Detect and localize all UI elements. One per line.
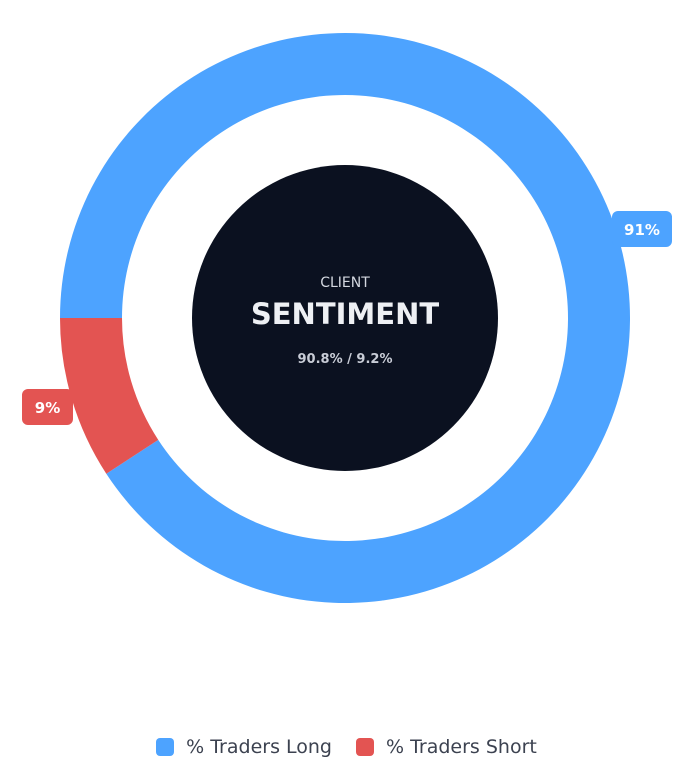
legend-item-short[interactable]: % Traders Short — [355, 736, 537, 758]
doughnut-slices — [60, 33, 630, 603]
center-title-small: CLIENT — [320, 275, 370, 291]
slice-labels: 91% 9% — [22, 211, 672, 425]
chart-legend: % Traders Long % Traders Short — [0, 732, 693, 762]
slice-label-text: 9% — [35, 399, 60, 417]
legend-label-long: % Traders Long — [186, 736, 332, 758]
slice-label-long: 91% — [612, 211, 672, 247]
slice-label-short: 9% — [22, 389, 73, 425]
doughnut-slice-short[interactable] — [60, 318, 159, 474]
legend-swatch-short — [355, 738, 374, 756]
center-title-big: SENTIMENT — [251, 297, 439, 331]
slice-label-badge — [612, 211, 672, 247]
legend-label-short: % Traders Short — [385, 736, 537, 758]
center-circle — [192, 165, 498, 471]
slice-label-badge — [22, 389, 73, 425]
legend-swatch-long — [156, 738, 175, 756]
slice-label-text: 91% — [624, 221, 660, 239]
center-percentages: 90.8% / 9.2% — [298, 352, 393, 367]
legend-item-long[interactable]: % Traders Long — [156, 736, 332, 758]
